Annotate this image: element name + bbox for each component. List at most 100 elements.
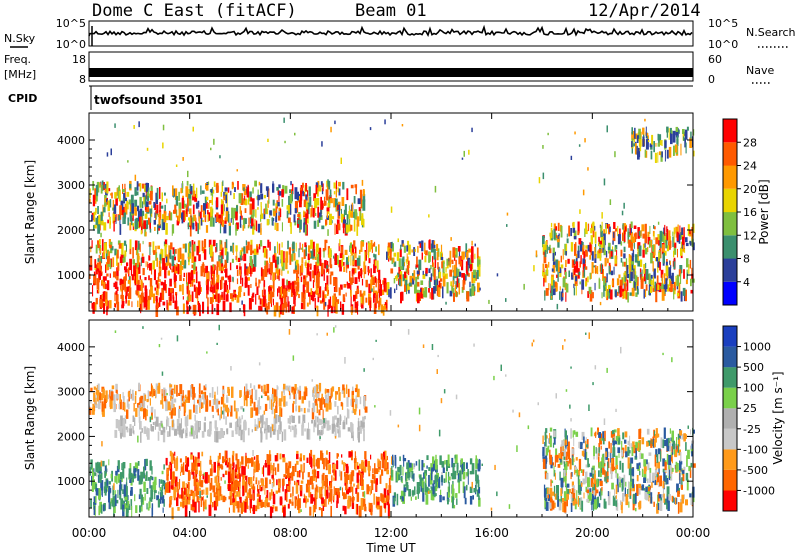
data-mark xyxy=(104,470,106,478)
data-mark xyxy=(377,278,380,284)
data-mark xyxy=(418,289,421,295)
data-mark xyxy=(260,213,264,219)
data-mark xyxy=(203,268,206,277)
data-mark xyxy=(252,486,256,490)
data-mark xyxy=(553,437,556,445)
scatter-mark xyxy=(631,141,633,148)
data-mark xyxy=(464,497,467,505)
data-mark xyxy=(119,256,123,263)
data-mark xyxy=(89,407,92,415)
data-mark xyxy=(259,298,262,305)
data-mark xyxy=(315,415,317,428)
data-mark xyxy=(280,295,282,302)
data-mark xyxy=(288,461,292,469)
data-mark xyxy=(315,484,318,492)
data-mark xyxy=(660,286,662,290)
data-mark xyxy=(186,484,189,489)
data-mark xyxy=(275,206,278,213)
data-mark xyxy=(339,414,342,425)
scatter-mark xyxy=(621,210,624,216)
data-mark xyxy=(102,276,105,288)
data-mark xyxy=(622,492,625,502)
colorbar-tick-label: 12 xyxy=(743,229,757,242)
data-mark xyxy=(101,180,104,191)
data-mark xyxy=(574,243,577,256)
data-mark xyxy=(305,213,307,226)
data-mark xyxy=(332,416,335,426)
data-mark xyxy=(564,271,567,279)
data-mark xyxy=(263,280,266,287)
data-mark xyxy=(364,451,367,460)
data-mark xyxy=(90,400,92,404)
data-mark xyxy=(431,468,433,481)
data-mark xyxy=(591,498,593,511)
data-mark xyxy=(648,452,652,456)
data-mark xyxy=(447,498,449,505)
data-mark xyxy=(384,302,387,305)
data-mark xyxy=(553,281,557,288)
data-mark xyxy=(572,221,575,233)
data-mark xyxy=(408,489,411,497)
data-mark xyxy=(124,183,126,193)
data-mark xyxy=(571,275,574,280)
scatter-mark xyxy=(603,178,606,186)
data-mark xyxy=(247,225,250,229)
data-mark xyxy=(214,391,216,401)
data-mark xyxy=(613,222,616,229)
data-mark xyxy=(295,242,297,252)
data-mark xyxy=(101,239,104,251)
data-mark xyxy=(283,474,287,478)
data-mark xyxy=(340,284,343,290)
data-mark xyxy=(376,506,380,510)
data-mark xyxy=(148,501,151,509)
data-mark xyxy=(253,248,257,257)
data-mark xyxy=(584,267,586,277)
data-mark xyxy=(579,441,583,446)
data-mark xyxy=(247,241,250,251)
data-mark xyxy=(116,249,118,254)
data-mark xyxy=(456,462,459,473)
data-mark xyxy=(398,258,401,269)
data-mark xyxy=(430,485,432,489)
data-mark xyxy=(184,243,187,253)
data-mark xyxy=(211,304,214,315)
y-tick-label: 2000 xyxy=(57,224,85,237)
data-mark xyxy=(239,485,241,491)
data-mark xyxy=(146,206,150,213)
data-mark xyxy=(469,470,473,475)
data-mark xyxy=(428,251,431,263)
data-mark xyxy=(114,281,118,289)
data-mark xyxy=(139,243,141,252)
data-mark xyxy=(103,399,107,409)
data-mark xyxy=(142,192,145,198)
data-mark xyxy=(99,295,103,303)
scatter-mark xyxy=(110,193,112,196)
scatter-mark xyxy=(496,273,499,277)
data-mark xyxy=(634,254,638,263)
data-mark xyxy=(311,407,315,420)
data-mark xyxy=(607,284,611,292)
data-mark xyxy=(636,145,638,155)
data-mark xyxy=(139,297,142,310)
data-mark xyxy=(452,265,454,273)
data-mark xyxy=(195,473,198,478)
data-mark xyxy=(325,489,329,499)
data-mark xyxy=(178,405,181,411)
data-mark xyxy=(557,495,559,507)
data-mark xyxy=(151,426,154,432)
data-mark xyxy=(254,418,256,428)
data-mark xyxy=(146,220,149,229)
data-mark xyxy=(310,476,314,485)
data-mark xyxy=(288,195,291,208)
data-mark xyxy=(619,285,622,298)
data-mark xyxy=(265,429,268,440)
data-mark xyxy=(471,246,474,258)
data-mark xyxy=(230,245,233,252)
data-mark xyxy=(446,282,449,294)
data-mark xyxy=(549,435,552,439)
data-mark xyxy=(406,462,410,470)
data-mark xyxy=(140,281,143,287)
data-mark xyxy=(324,260,327,269)
data-mark xyxy=(317,293,321,298)
data-mark xyxy=(465,484,468,491)
